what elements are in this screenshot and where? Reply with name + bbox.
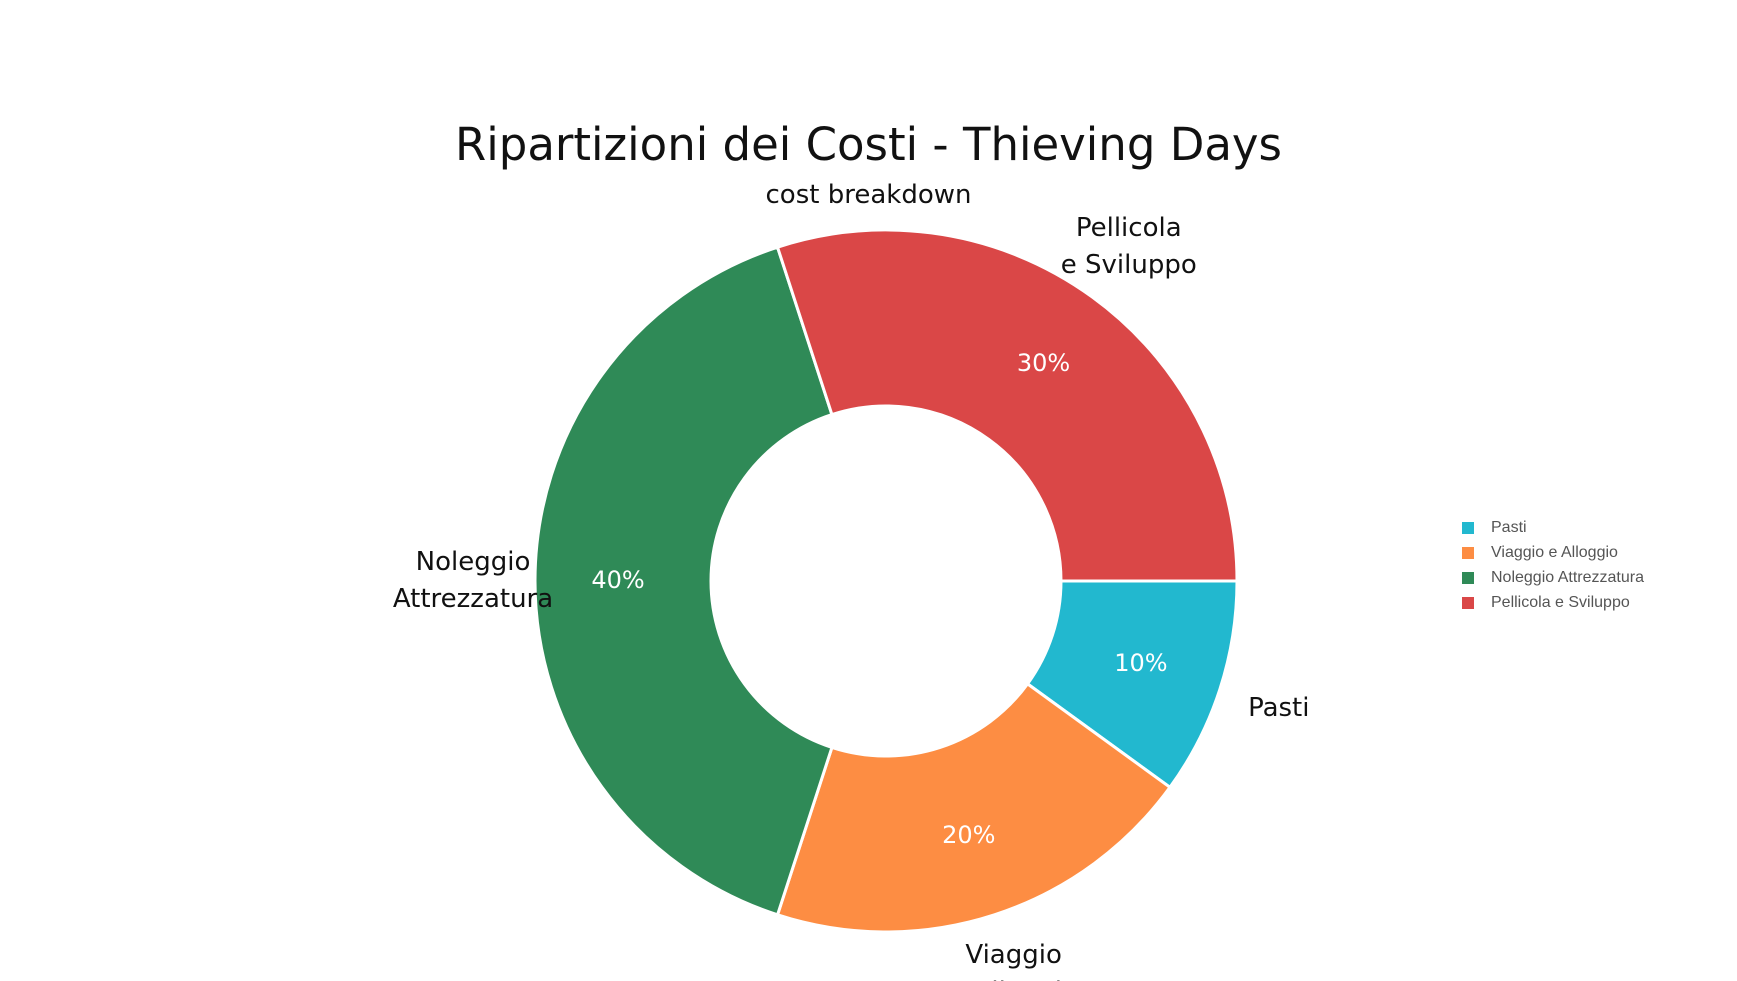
legend-label: Pasti (1491, 518, 1527, 536)
legend-item-noleggio-attrezzatura[interactable]: Noleggio Attrezzatura (1462, 565, 1644, 590)
legend-item-pasti[interactable]: Pasti (1462, 515, 1644, 540)
slice-pasti (1025, 579, 1239, 790)
slice-outer-label-noleggio-attrezzatura: Noleggio Attrezzatura (393, 547, 553, 614)
legend-label: Viaggio e Alloggio (1491, 543, 1618, 561)
chart-title: Ripartizioni dei Costi - Thieving Days (454, 118, 1282, 171)
slice-value-label-pasti: 10% (1114, 649, 1167, 677)
slice-pellicola-e-sviluppo (775, 228, 1239, 583)
slice-value-label-viaggio-e-alloggio: 20% (942, 821, 995, 849)
chart-subtitle: cost breakdown (765, 180, 972, 210)
slice-value-label-pellicola-e-sviluppo: 30% (1017, 349, 1070, 377)
slice-viaggio-e-alloggio (775, 681, 1173, 934)
chart-legend: Pasti Viaggio e Alloggio Noleggio Attrezza… (1462, 515, 1644, 615)
legend-swatch (1462, 571, 1474, 584)
slice-value-label-noleggio-attrezzatura: 40% (591, 566, 644, 594)
legend-item-viaggio-e-alloggio[interactable]: Viaggio e Alloggio (1462, 540, 1644, 565)
legend-swatch (1462, 596, 1474, 609)
legend-item-pellicola-e-sviluppo[interactable]: Pellicola e Sviluppo (1462, 590, 1644, 615)
legend-label: Pellicola e Sviluppo (1491, 593, 1630, 611)
slice-outer-label-pellicola-e-sviluppo: Pellicola e Sviluppo (1061, 213, 1197, 280)
slice-outer-label-pasti: Pasti (1248, 693, 1309, 723)
legend-swatch (1462, 546, 1474, 559)
legend-swatch (1462, 521, 1474, 534)
legend-label: Noleggio Attrezzatura (1491, 568, 1644, 586)
slice-noleggio-attrezzatura (533, 245, 834, 917)
